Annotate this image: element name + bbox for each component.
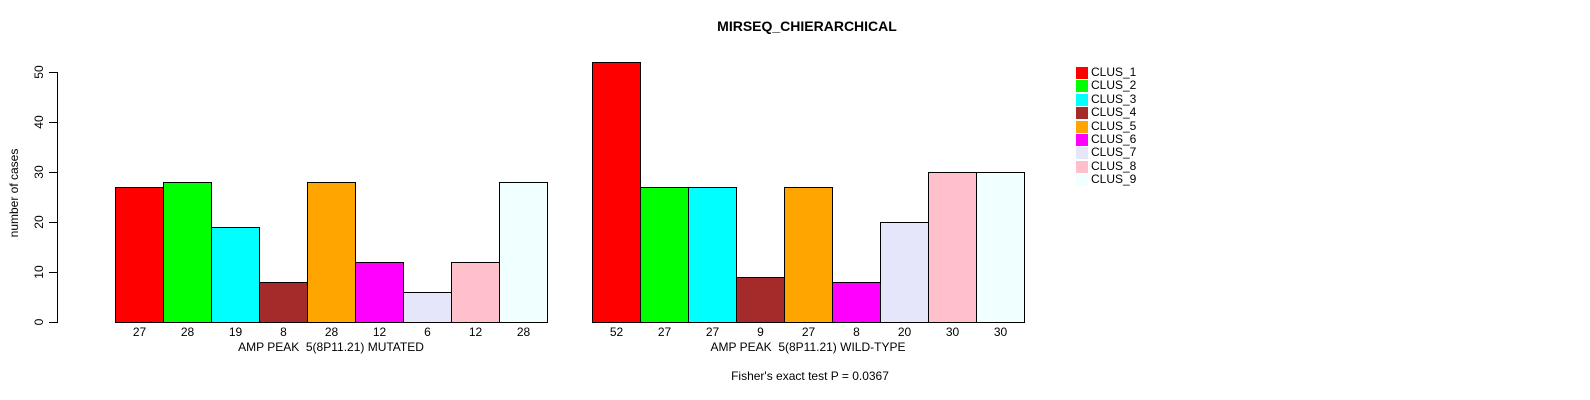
y-axis-line — [57, 72, 58, 323]
y-tick-label: 40 — [32, 115, 46, 129]
bar-value-label: 19 — [228, 325, 243, 339]
bar-value-label: 52 — [609, 325, 624, 339]
y-tick-label: 20 — [32, 215, 46, 229]
bar-clus_2 — [640, 187, 689, 323]
bar-value-label: 12 — [468, 325, 483, 339]
bar-clus_9 — [976, 172, 1025, 323]
legend-label-clus_9: CLUS_9 — [1091, 172, 1137, 187]
legend-label-clus_8: CLUS_8 — [1091, 158, 1137, 173]
bar-clus_9 — [499, 182, 548, 323]
legend-label-clus_6: CLUS_6 — [1091, 132, 1137, 146]
legend-label-clus_1: CLUS_1 — [1091, 65, 1137, 79]
y-tick-label: 10 — [32, 265, 46, 279]
legend-swatch-clus_6 — [1076, 134, 1088, 146]
legend-label-clus_5: CLUS_5 — [1091, 118, 1137, 133]
legend-swatch-clus_5 — [1076, 120, 1088, 133]
x-group-label-wildtype: AMP PEAK 5(8P11.21) WILD-TYPE — [710, 340, 906, 354]
bar-value-label: 28 — [516, 325, 531, 339]
bar-clus_8 — [928, 172, 977, 323]
legend-label-clus_7: CLUS_7 — [1091, 145, 1137, 160]
bar-clus_1 — [592, 62, 641, 323]
bar-value-label: 27 — [801, 325, 816, 339]
y-axis-tick — [49, 172, 57, 173]
bar-value-label: 27 — [132, 325, 147, 339]
bar-clus_7 — [880, 222, 929, 323]
bar-value-label: 6 — [424, 325, 431, 339]
bar-value-label: 30 — [993, 325, 1008, 339]
x-group-label-mutated: AMP PEAK 5(8P11.21) MUTATED — [238, 340, 424, 354]
y-axis-tick — [49, 272, 57, 273]
legend-label-clus_3: CLUS_3 — [1091, 91, 1137, 106]
bar-value-label: 12 — [372, 325, 387, 339]
y-tick-label: 50 — [32, 65, 46, 79]
legend-swatch-clus_8 — [1076, 160, 1088, 173]
y-axis-label: number of cases — [7, 148, 21, 238]
legend-swatch-clus_9 — [1076, 174, 1088, 187]
bar-clus_3 — [688, 187, 737, 323]
bar-value-label: 20 — [897, 325, 912, 339]
legend-label-clus_2: CLUS_2 — [1091, 78, 1137, 93]
legend-label-clus_4: CLUS_4 — [1091, 105, 1137, 120]
legend-swatch-clus_1 — [1076, 67, 1088, 79]
legend-swatch-clus_3 — [1076, 93, 1088, 106]
bar-clus_5 — [784, 187, 833, 323]
y-tick-label: 0 — [32, 318, 46, 326]
bar-value-label: 9 — [757, 325, 764, 339]
legend-swatch-clus_4 — [1076, 107, 1088, 120]
y-axis-tick — [49, 222, 57, 223]
bar-clus_4 — [736, 277, 785, 323]
bar-value-label: 28 — [324, 325, 339, 339]
bar-clus_8 — [451, 262, 500, 323]
bar-value-label: 28 — [180, 325, 195, 339]
bar-value-label: 30 — [945, 325, 960, 339]
bar-clus_3 — [211, 227, 260, 323]
bar-value-label: 27 — [705, 325, 720, 339]
bar-value-label: 8 — [853, 325, 860, 339]
bar-clus_6 — [355, 262, 404, 323]
y-tick-label: 30 — [32, 165, 46, 179]
bar-clus_2 — [163, 182, 212, 323]
fisher-test-note: Fisher's exact test P = 0.0367 — [731, 369, 889, 383]
legend-swatch-clus_2 — [1076, 80, 1088, 93]
bar-clus_4 — [259, 282, 308, 323]
bar-value-label: 8 — [280, 325, 287, 339]
bar-clus_7 — [403, 292, 452, 323]
chart-title: MIRSEQ_CHIERARCHICAL — [717, 18, 897, 34]
bar-clus_1 — [115, 187, 164, 323]
bar-clus_6 — [832, 282, 881, 323]
y-axis-tick — [49, 322, 57, 323]
y-axis-tick — [49, 72, 57, 73]
bar-clus_5 — [307, 182, 356, 323]
legend-swatch-clus_7 — [1076, 147, 1088, 160]
bar-value-label: 27 — [657, 325, 672, 339]
y-axis-tick — [49, 122, 57, 123]
